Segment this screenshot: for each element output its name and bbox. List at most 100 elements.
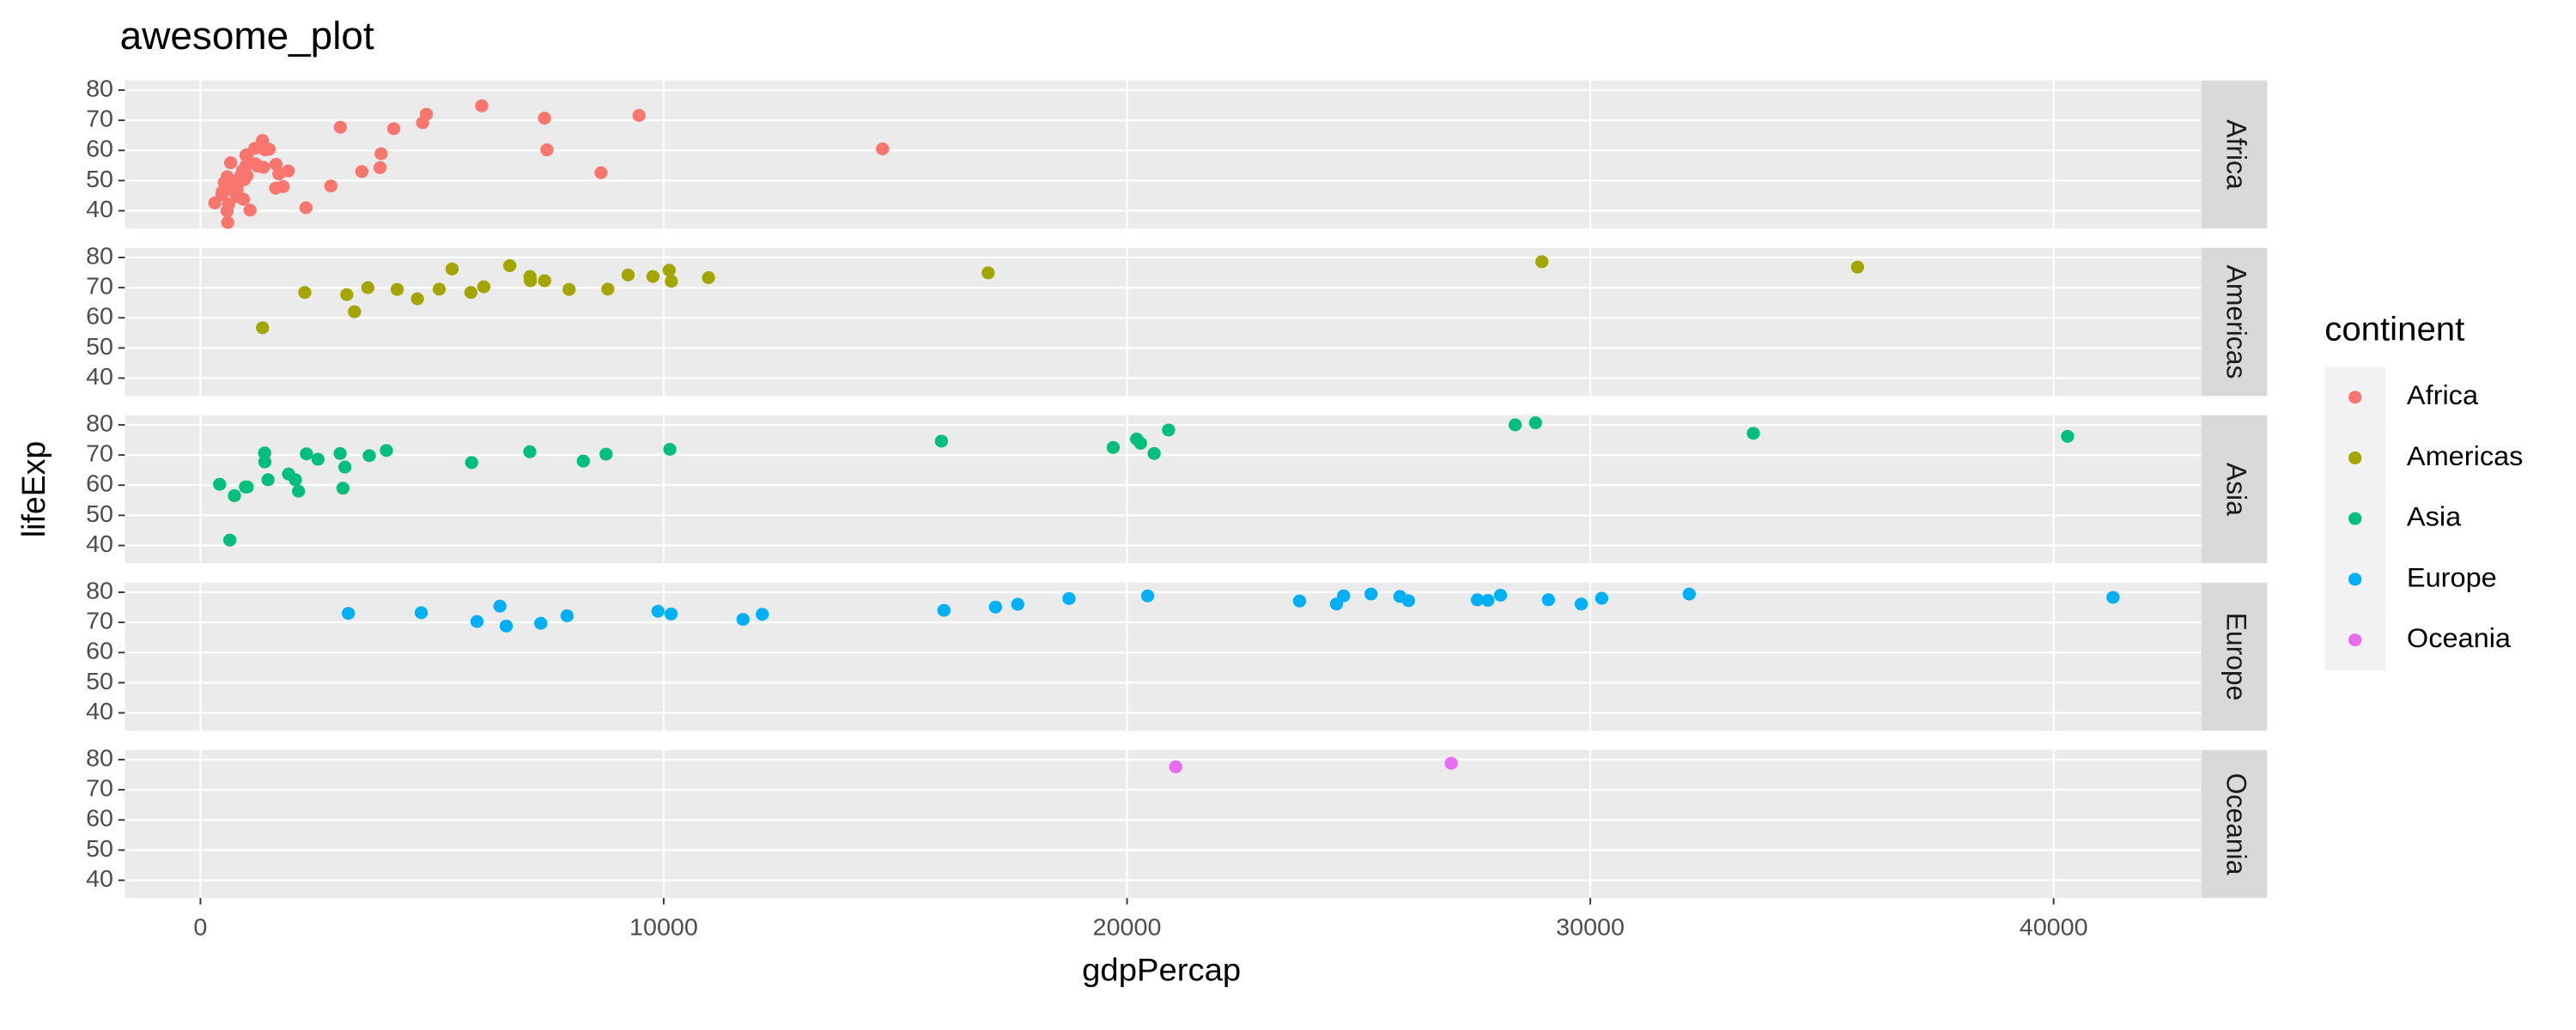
point bbox=[221, 170, 234, 184]
point bbox=[1493, 589, 1508, 603]
point bbox=[223, 533, 237, 547]
y-tick-label: 60 bbox=[86, 638, 113, 665]
point bbox=[1528, 416, 1542, 430]
point bbox=[1508, 418, 1522, 432]
y-tick-label: 60 bbox=[86, 805, 113, 833]
point bbox=[342, 607, 355, 621]
point bbox=[216, 185, 229, 198]
point bbox=[361, 281, 375, 294]
point bbox=[523, 445, 537, 458]
y-tick-label: 70 bbox=[86, 106, 113, 133]
point bbox=[340, 288, 354, 301]
point bbox=[432, 282, 447, 296]
panel-background bbox=[125, 80, 2202, 229]
x-tick-label: 10000 bbox=[629, 914, 698, 942]
point bbox=[464, 286, 478, 300]
point bbox=[876, 142, 890, 156]
legend-title: continent bbox=[2324, 311, 2464, 348]
point bbox=[1169, 760, 1182, 773]
point bbox=[208, 196, 222, 209]
point bbox=[475, 99, 489, 112]
strip-label: Oceania bbox=[2221, 773, 2251, 876]
y-tick-label: 70 bbox=[86, 775, 113, 803]
strip-background bbox=[2201, 247, 2268, 397]
strip-background bbox=[2201, 582, 2268, 731]
point bbox=[239, 148, 253, 162]
point bbox=[2061, 429, 2075, 443]
point bbox=[258, 455, 272, 469]
strip-background bbox=[2201, 80, 2268, 229]
y-tick-label: 80 bbox=[86, 243, 113, 270]
point bbox=[662, 264, 676, 277]
point bbox=[538, 112, 551, 125]
point bbox=[1682, 587, 1696, 601]
x-tick-label: 40000 bbox=[2020, 914, 2088, 942]
legend-marker bbox=[2348, 451, 2362, 465]
strip-background bbox=[2201, 415, 2268, 564]
x-tick-label: 20000 bbox=[1093, 914, 1162, 942]
point bbox=[291, 484, 306, 498]
point bbox=[1364, 587, 1378, 601]
point bbox=[336, 482, 350, 495]
legend-label: Asia bbox=[2407, 501, 2461, 532]
point bbox=[651, 604, 665, 618]
point bbox=[410, 292, 424, 306]
point bbox=[540, 143, 554, 157]
point bbox=[1535, 255, 1549, 269]
point bbox=[298, 286, 312, 300]
x-axis-title: gdpPercap bbox=[1082, 953, 1241, 989]
point bbox=[538, 274, 551, 288]
point bbox=[1401, 594, 1415, 608]
point bbox=[282, 164, 295, 178]
y-tick-label: 80 bbox=[86, 578, 113, 605]
point bbox=[230, 184, 244, 197]
y-tick-label: 70 bbox=[86, 440, 113, 468]
point bbox=[380, 444, 393, 457]
point bbox=[664, 607, 678, 621]
point bbox=[289, 473, 302, 487]
point bbox=[240, 480, 254, 494]
point bbox=[362, 449, 376, 463]
point bbox=[1062, 591, 1076, 605]
point bbox=[1574, 597, 1589, 611]
point bbox=[299, 201, 313, 215]
panel-background bbox=[125, 247, 2202, 397]
point bbox=[221, 215, 234, 229]
y-tick-label: 80 bbox=[86, 410, 113, 438]
legend-label: Americas bbox=[2407, 440, 2524, 471]
point bbox=[1444, 756, 1458, 770]
point bbox=[386, 122, 401, 136]
legend-label: Europe bbox=[2407, 562, 2497, 593]
point bbox=[355, 165, 369, 179]
point bbox=[576, 454, 590, 468]
panel-background bbox=[125, 582, 2202, 731]
y-tick-label: 70 bbox=[86, 608, 113, 635]
point bbox=[1337, 589, 1351, 603]
point bbox=[594, 166, 608, 179]
x-tick-label: 30000 bbox=[1556, 914, 1625, 942]
point bbox=[736, 613, 750, 627]
point bbox=[300, 447, 313, 461]
point bbox=[258, 446, 271, 460]
point bbox=[1147, 446, 1161, 460]
point bbox=[1850, 260, 1864, 274]
y-tick-label: 60 bbox=[86, 470, 113, 498]
point bbox=[256, 321, 270, 335]
point bbox=[470, 615, 484, 628]
point bbox=[414, 606, 428, 620]
point bbox=[1470, 593, 1485, 607]
legend-label: Oceania bbox=[2407, 622, 2511, 653]
point bbox=[560, 609, 574, 622]
y-tick-label: 50 bbox=[86, 333, 113, 360]
point bbox=[1130, 433, 1144, 446]
y-tick-label: 40 bbox=[86, 363, 113, 391]
strip-label: Americas bbox=[2221, 265, 2251, 379]
point bbox=[981, 266, 995, 280]
point bbox=[465, 456, 478, 470]
point bbox=[1747, 427, 1760, 440]
point bbox=[348, 305, 361, 318]
y-tick-label: 40 bbox=[86, 698, 113, 725]
panel-background bbox=[125, 415, 2202, 564]
point bbox=[239, 159, 253, 173]
y-tick-label: 40 bbox=[86, 530, 113, 558]
